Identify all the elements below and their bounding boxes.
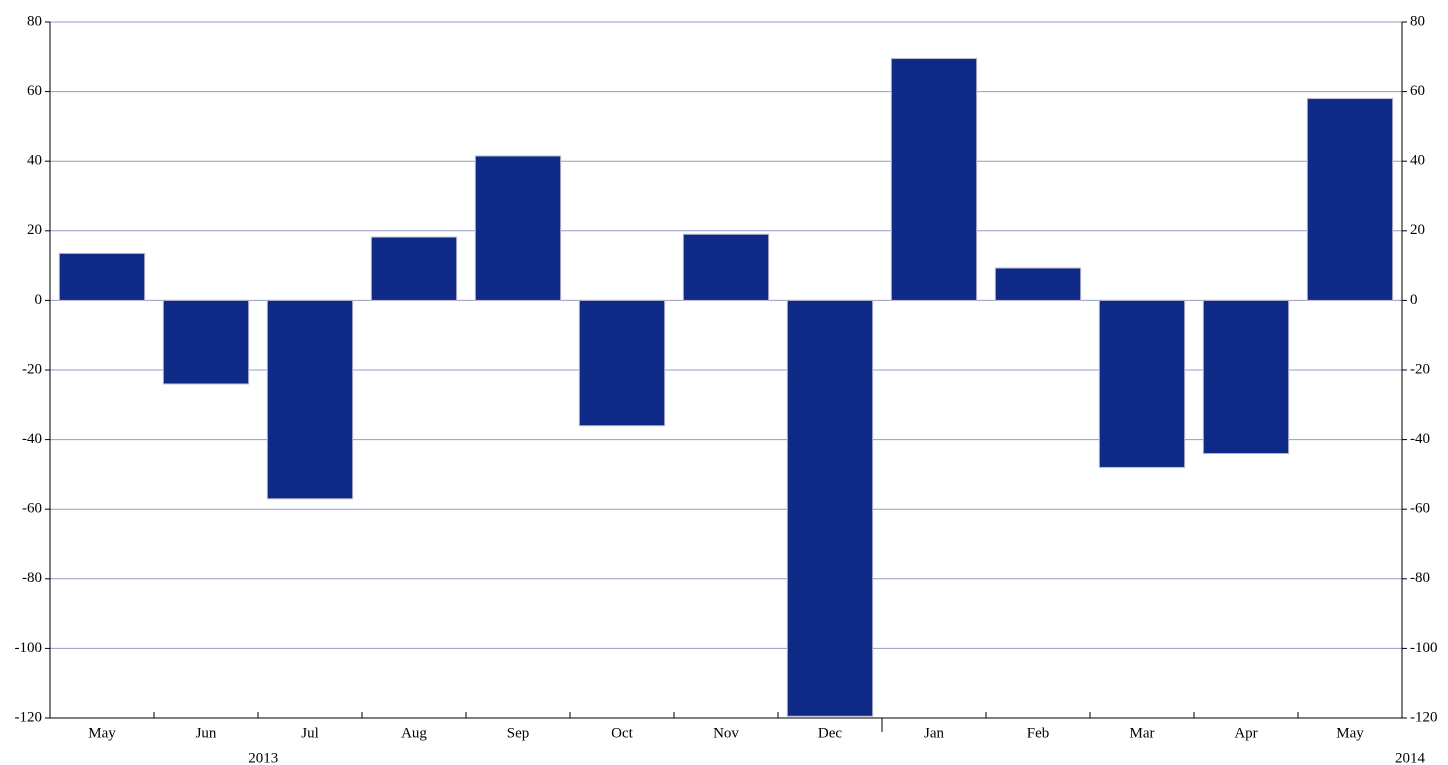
x-tick-label: Jan xyxy=(924,725,944,741)
x-tick-label: Aug xyxy=(401,725,427,741)
y2-tick-label: -20 xyxy=(1410,361,1430,377)
y2-tick-label: -100 xyxy=(1410,640,1438,656)
bar xyxy=(578,299,666,427)
bar xyxy=(58,252,146,301)
y-tick-label: -120 xyxy=(15,709,43,725)
year-label: 2014 xyxy=(1395,750,1426,765)
bar xyxy=(786,299,874,717)
bar xyxy=(1202,299,1290,455)
bar xyxy=(682,233,770,301)
bar xyxy=(370,236,458,301)
y2-tick-label: -60 xyxy=(1410,501,1430,517)
y2-tick-label: 20 xyxy=(1410,222,1425,238)
y2-tick-label: -80 xyxy=(1410,570,1430,586)
y2-tick-label: -40 xyxy=(1410,431,1430,447)
y2-tick-label: 0 xyxy=(1410,292,1418,308)
y2-tick-label: -120 xyxy=(1410,709,1438,725)
bar xyxy=(266,299,354,500)
y-tick-label: 0 xyxy=(35,292,43,308)
x-tick-label: Oct xyxy=(611,725,633,741)
y-tick-label: 40 xyxy=(27,153,42,169)
y-tick-label: -100 xyxy=(15,640,43,656)
bar xyxy=(1306,98,1394,301)
y-tick-label: 20 xyxy=(27,222,42,238)
y2-tick-label: 60 xyxy=(1410,83,1425,99)
x-tick-label: Sep xyxy=(507,725,530,741)
x-tick-label: Jun xyxy=(196,725,217,741)
y-tick-label: -60 xyxy=(22,501,42,517)
y-tick-label: -40 xyxy=(22,431,42,447)
bar xyxy=(162,299,250,385)
y2-tick-label: 80 xyxy=(1410,13,1425,29)
bar xyxy=(994,267,1082,301)
y-tick-label: -80 xyxy=(22,570,42,586)
bar xyxy=(474,155,562,301)
x-tick-label: Nov xyxy=(713,725,739,741)
x-tick-label: Jul xyxy=(301,725,319,741)
x-tick-label: May xyxy=(88,725,116,741)
y-tick-label: 60 xyxy=(27,83,42,99)
bar xyxy=(1098,299,1186,468)
x-tick-label: May xyxy=(1336,725,1364,741)
y-tick-label: -20 xyxy=(22,361,42,377)
x-tick-label: Mar xyxy=(1130,725,1155,741)
x-tick-label: Dec xyxy=(818,725,842,741)
y2-tick-label: 40 xyxy=(1410,153,1425,169)
x-tick-label: Apr xyxy=(1234,725,1257,741)
bar xyxy=(890,58,978,301)
y-tick-label: 80 xyxy=(27,13,42,29)
year-label: 2013 xyxy=(248,750,278,765)
x-tick-label: Feb xyxy=(1027,725,1050,741)
